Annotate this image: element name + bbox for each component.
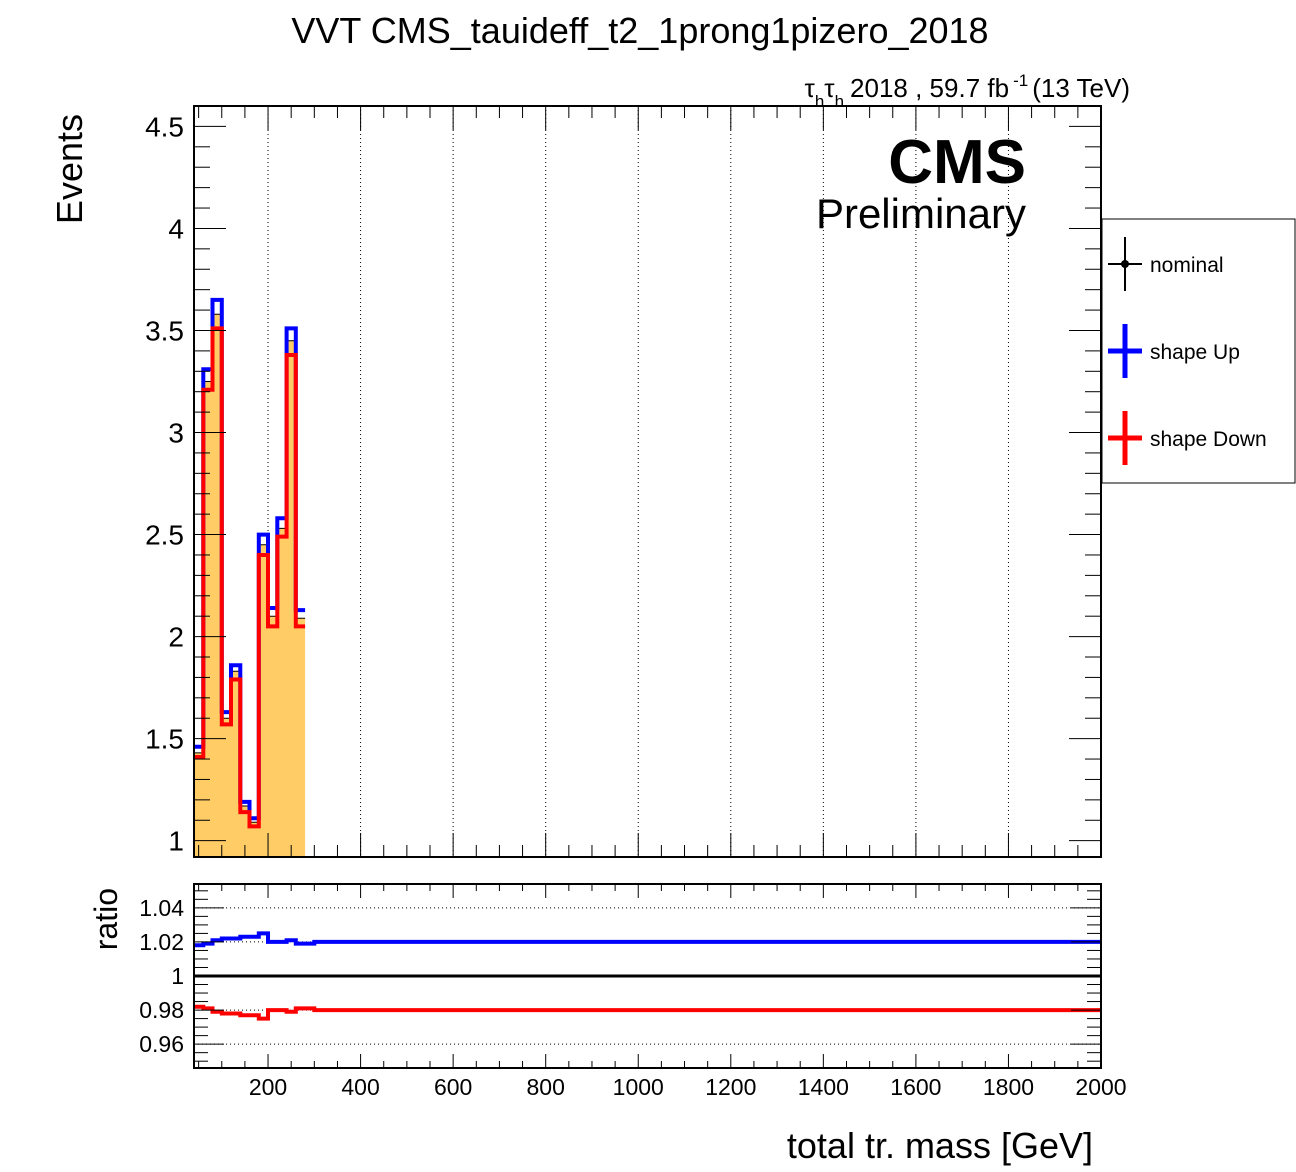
lumi-unit-sup: -1 (1013, 71, 1028, 90)
x-tick-label: 400 (341, 1074, 379, 1100)
ratio-y-tick-label: 1.04 (139, 895, 184, 921)
energy: (13 TeV) (1032, 73, 1130, 103)
chart-title: VVT CMS_tauideff_t2_1prong1pizero_2018 (291, 10, 988, 51)
x-tick-label: 1400 (798, 1074, 849, 1100)
upper-frame (193, 105, 1102, 858)
x-tick-label: 1600 (890, 1074, 941, 1100)
ratio-shape-up-line (194, 931, 1101, 948)
x-tick-label: 1000 (613, 1074, 664, 1100)
x-tick-label: 2000 (1075, 1074, 1126, 1100)
legend-item-nominal: nominal (1108, 237, 1224, 291)
lumi-label: τhτh 2018 , 59.7 fb -1 (13 TeV) (805, 71, 1130, 111)
x-tick-label: 200 (249, 1074, 287, 1100)
year-lumi: 2018 , 59.7 fb (850, 73, 1009, 103)
x-axis-label: total tr. mass [GeV] (787, 1125, 1093, 1166)
legend-label: shape Down (1150, 428, 1267, 451)
ratio-shape-down-line (194, 1004, 1101, 1021)
legend-marker-dot (1121, 260, 1129, 268)
tau-symbol-2: τ (824, 73, 835, 103)
y-tick-label: 1.5 (145, 724, 184, 755)
y-tick-label: 2 (168, 622, 184, 653)
x-tick-label: 600 (434, 1074, 472, 1100)
series-shape-down-line (194, 326, 306, 829)
legend-label: nominal (1150, 254, 1224, 277)
y-tick-label: 4 (168, 213, 184, 244)
y-tick-label: 4.5 (145, 111, 184, 142)
ratio-y-tick-label: 0.98 (139, 997, 184, 1023)
ratio-y-tick-label: 1 (171, 963, 184, 989)
y-tick-label: 3.5 (145, 315, 184, 346)
x-tick-label: 800 (527, 1074, 565, 1100)
tau-symbol-1: τ (805, 73, 816, 103)
ratio-y-tick-label: 1.02 (139, 929, 184, 955)
y-tick-label: 3 (168, 418, 184, 449)
preliminary-label: Preliminary (816, 190, 1026, 237)
y-tick-label: 1 (168, 826, 184, 857)
y-axis-label: Events (49, 114, 90, 224)
x-tick-label: 1800 (983, 1074, 1034, 1100)
tau-sub-1: h (815, 92, 824, 111)
legend-label: shape Up (1150, 341, 1240, 364)
legend-item-shape-up: shape Up (1108, 324, 1240, 378)
tau-sub-2: h (835, 92, 844, 111)
ratio-y-tick-label: 0.96 (139, 1031, 184, 1057)
upper-plot-area (194, 106, 1101, 857)
ratio-axis-label: ratio (88, 888, 124, 950)
x-tick-label: 1200 (705, 1074, 756, 1100)
cms-label: CMS (888, 128, 1026, 197)
y-tick-label: 2.5 (145, 520, 184, 551)
legend-item-shape-down: shape Down (1108, 411, 1267, 465)
